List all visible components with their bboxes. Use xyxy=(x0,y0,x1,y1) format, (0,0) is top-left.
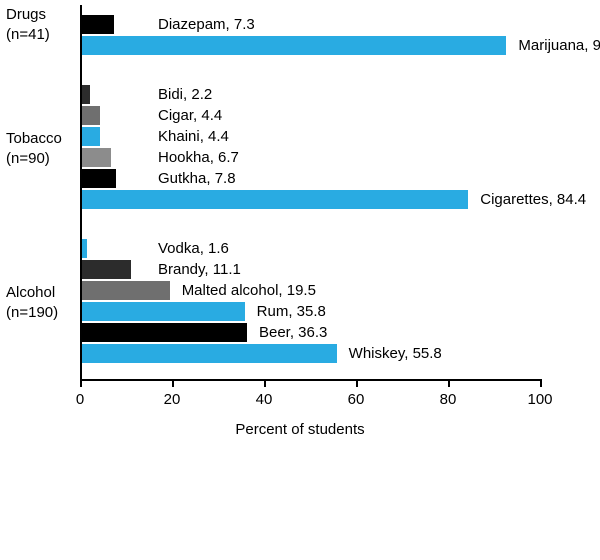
x-tick-label: 80 xyxy=(440,391,457,408)
plot-area: Diazepam, 7.3Marijuana, 92.7Bidi, 2.2Cig… xyxy=(80,5,540,485)
x-tick xyxy=(172,379,174,387)
category-label-alcohol: Alcohol(n=190) xyxy=(6,283,58,322)
bar-drugs-marijuana xyxy=(80,36,506,55)
bar-label: Khaini, 4.4 xyxy=(158,127,229,146)
x-tick-label: 100 xyxy=(527,391,552,408)
bar-tobacco-cigar xyxy=(80,106,100,125)
bar-alcohol-brandy xyxy=(80,260,131,279)
bar-label: Marijuana, 92.7 xyxy=(518,36,600,55)
bar-label: Beer, 36.3 xyxy=(259,323,327,342)
bar-label: Cigar, 4.4 xyxy=(158,106,222,125)
bar-label: Brandy, 11.1 xyxy=(158,260,241,279)
bar-label: Bidi, 2.2 xyxy=(158,85,212,104)
category-n: (n=41) xyxy=(6,25,50,45)
bar-label: Whiskey, 55.8 xyxy=(349,344,442,363)
x-tick-label: 60 xyxy=(348,391,365,408)
category-n: (n=90) xyxy=(6,149,62,169)
category-name: Tobacco xyxy=(6,129,62,149)
bar-label: Hookha, 6.7 xyxy=(158,148,239,167)
x-axis-line xyxy=(80,379,540,381)
category-name: Alcohol xyxy=(6,283,58,303)
bar-drugs-diazepam xyxy=(80,15,114,34)
y-axis-line xyxy=(80,5,82,379)
bar-alcohol-rum xyxy=(80,302,245,321)
substance-use-chart: Diazepam, 7.3 Marijuana, 92.7 Bidi, 2.2 Cig… xyxy=(0,0,600,560)
bar-alcohol-beer xyxy=(80,323,247,342)
x-tick xyxy=(540,379,542,387)
x-tick xyxy=(264,379,266,387)
x-axis-title: Percent of students xyxy=(0,421,600,438)
x-tick xyxy=(448,379,450,387)
category-label-tobacco: Tobacco(n=90) xyxy=(6,129,62,168)
x-tick-label: 40 xyxy=(256,391,273,408)
bar-label: Malted alcohol, 19.5 xyxy=(182,281,316,300)
category-label-drugs: Drugs(n=41) xyxy=(6,5,50,44)
bar-tobacco-gutkha xyxy=(80,169,116,188)
bar-label: Vodka, 1.6 xyxy=(158,239,229,258)
bar-alcohol-whiskey xyxy=(80,344,337,363)
x-tick xyxy=(356,379,358,387)
bar-tobacco-hookha xyxy=(80,148,111,167)
bar-label: Rum, 35.8 xyxy=(257,302,326,321)
bar-alcohol-malted-alcohol xyxy=(80,281,170,300)
x-tick-label: 0 xyxy=(76,391,84,408)
bar-label: Gutkha, 7.8 xyxy=(158,169,236,188)
bar-label: Cigarettes, 84.4 xyxy=(480,190,586,209)
x-tick-label: 20 xyxy=(164,391,181,408)
x-tick xyxy=(80,379,82,387)
category-name: Drugs xyxy=(6,5,50,25)
bar-tobacco-cigarettes xyxy=(80,190,468,209)
category-n: (n=190) xyxy=(6,303,58,323)
bar-label: Diazepam, 7.3 xyxy=(158,15,255,34)
bar-tobacco-khaini xyxy=(80,127,100,146)
